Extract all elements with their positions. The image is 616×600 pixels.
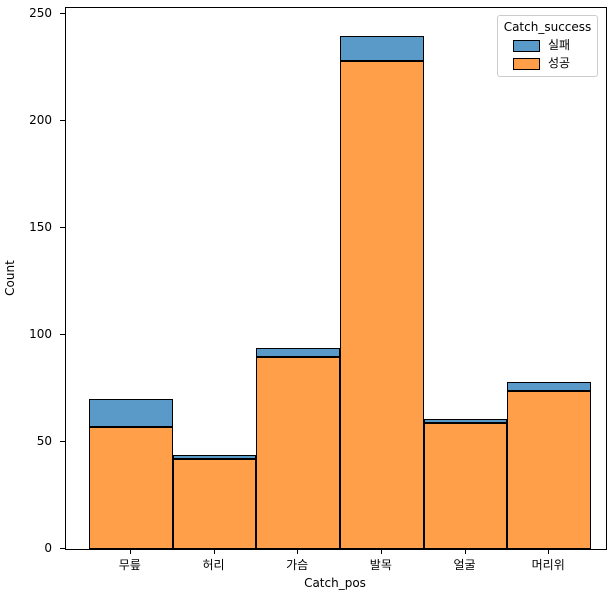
legend-label: 성공 [548, 56, 571, 70]
y-tick-mark [60, 12, 65, 14]
x-tick-mark [297, 549, 299, 554]
legend-title: Catch_success [503, 20, 592, 34]
y-tick-label: 150 [29, 220, 52, 235]
x-tick-mark [464, 549, 466, 554]
bar-segment-성공-발목 [340, 61, 424, 549]
bar-segment-실패-머리위 [507, 382, 591, 391]
y-tick-label: 100 [29, 327, 52, 342]
y-tick-mark [60, 226, 65, 228]
bar-segment-실패-허리 [172, 454, 257, 460]
x-tick-mark [129, 549, 131, 554]
x-axis-title: Catch_pos [304, 576, 366, 590]
bar-segment-성공-가슴 [256, 356, 340, 549]
bar-segment-실패-무릎 [89, 399, 173, 428]
bar-segment-실패-발목 [340, 35, 424, 62]
y-tick-label: 200 [29, 113, 52, 128]
y-tick-label: 250 [29, 6, 52, 21]
plot-area [65, 7, 607, 550]
legend-item-실패: 실패 [513, 38, 597, 53]
x-tick-mark [213, 549, 215, 554]
bar-segment-성공-머리위 [507, 390, 591, 549]
y-tick-label: 50 [36, 434, 52, 449]
x-tick-label: 얼굴 [453, 558, 476, 572]
legend-swatch [513, 57, 540, 70]
y-tick-mark [60, 333, 65, 335]
y-tick-label: 0 [44, 541, 52, 555]
bar-segment-성공-무릎 [89, 427, 173, 549]
y-tick-mark [60, 119, 65, 121]
legend-item-성공: 성공 [513, 56, 597, 71]
x-tick-label: 허리 [202, 558, 225, 572]
y-axis-title: Count [3, 260, 17, 296]
legend-swatch [513, 39, 540, 52]
y-tick-mark [60, 440, 65, 442]
x-tick-mark [548, 549, 550, 554]
bar-segment-실패-가슴 [256, 348, 340, 357]
y-tick-mark [60, 547, 65, 549]
bar-segment-성공-얼굴 [423, 422, 508, 549]
x-tick-label: 가슴 [286, 558, 309, 572]
bar-segment-실패-얼굴 [423, 418, 508, 423]
x-tick-label: 발목 [369, 558, 392, 572]
x-tick-label: 머리위 [531, 558, 565, 572]
x-tick-mark [380, 549, 382, 554]
legend-label: 실패 [548, 38, 571, 52]
bar-segment-성공-허리 [172, 459, 257, 549]
x-tick-label: 무릎 [118, 558, 141, 572]
